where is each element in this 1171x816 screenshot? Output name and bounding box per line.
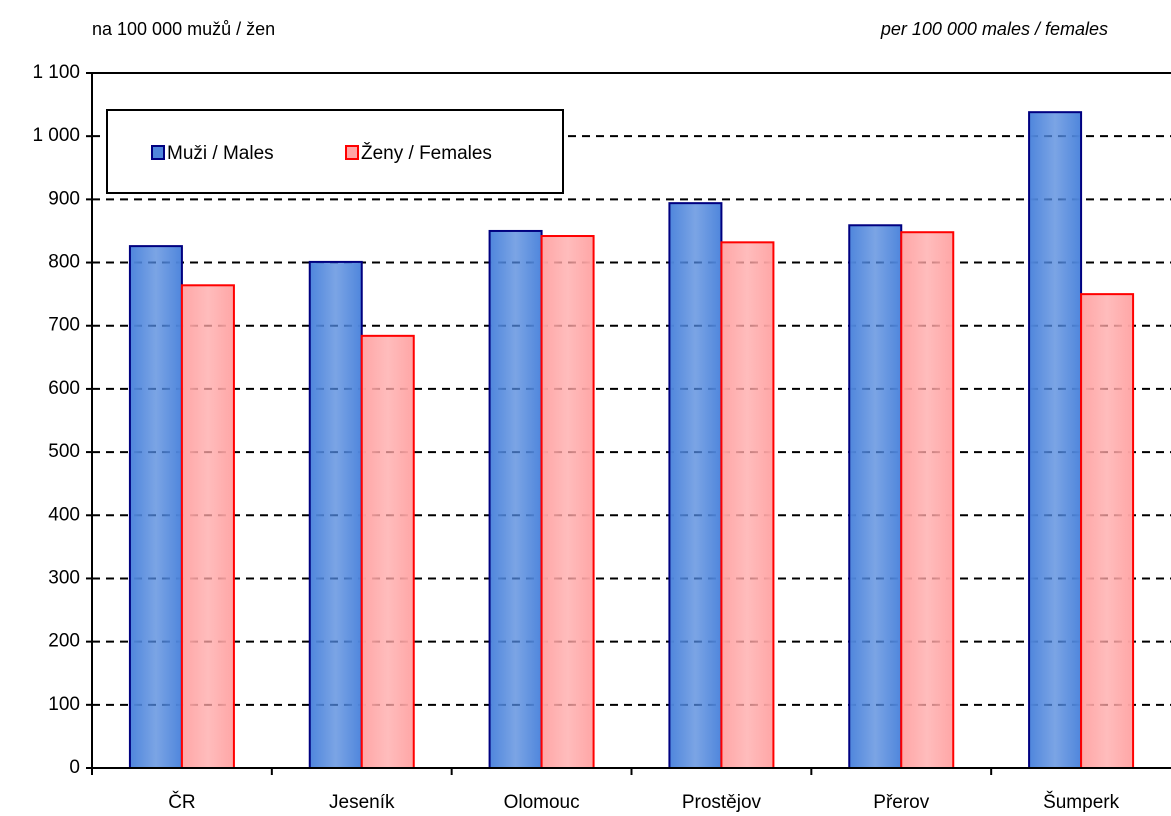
bar: [848, 224, 903, 769]
y-tick-label: 700: [48, 315, 80, 336]
legend-label: Ženy / Females: [361, 142, 492, 164]
bar: [128, 245, 183, 770]
bar: [720, 241, 775, 769]
x-tick-label: Olomouc: [504, 792, 580, 813]
bar: [360, 334, 415, 769]
legend-label: Muži / Males: [167, 143, 274, 164]
bar: [180, 284, 235, 769]
y-tick-label: 0: [69, 757, 80, 778]
bar: [308, 260, 363, 769]
x-tick-label: Prostějov: [682, 792, 762, 813]
bar: [1080, 293, 1135, 769]
bar: [1028, 111, 1083, 769]
bar: [668, 202, 723, 769]
x-tick-label: Jeseník: [329, 792, 395, 813]
y-tick-label: 900: [48, 188, 80, 209]
y-tick-label: 800: [48, 252, 80, 273]
y-tick-label: 200: [48, 631, 80, 652]
legend-swatch: [151, 145, 165, 160]
x-tick-label: Přerov: [873, 792, 929, 813]
y-tick-label: 100: [48, 694, 80, 715]
x-tick-label: ČR: [168, 791, 195, 813]
subtitle: na 100 000 mužů / žen: [92, 19, 275, 39]
legend-box: [106, 109, 564, 194]
bar: [488, 229, 543, 770]
y-tick-label: 600: [48, 378, 80, 399]
y-tick-label: 1 100: [32, 62, 80, 83]
y-tick-label: 1 000: [32, 125, 80, 146]
subtitle-en: per 100 000 males / females: [880, 19, 1108, 39]
y-tick-label: 300: [48, 567, 80, 588]
bar: [540, 235, 595, 769]
y-tick-label: 500: [48, 441, 80, 462]
bar: [900, 231, 955, 769]
legend-swatch: [345, 145, 359, 160]
x-tick-label: Šumperk: [1043, 791, 1120, 813]
y-tick-label: 400: [48, 504, 80, 525]
